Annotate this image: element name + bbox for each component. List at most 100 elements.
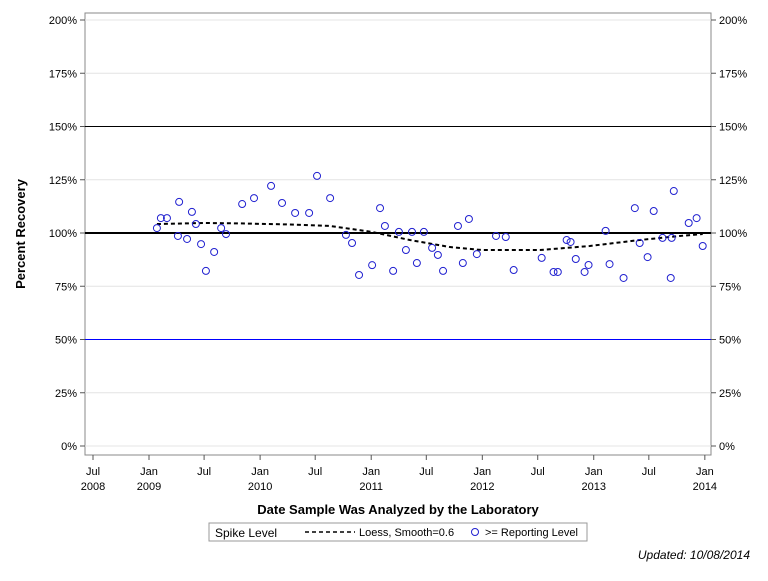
data-point bbox=[666, 273, 675, 282]
x-tick-year-label: 2014 bbox=[693, 481, 717, 493]
y-tick-label-right: 75% bbox=[719, 281, 741, 293]
legend: Spike Level Loess, Smooth=0.6 >= Reporti… bbox=[208, 522, 588, 542]
x-tick-label: Jul bbox=[86, 466, 100, 478]
data-point bbox=[464, 214, 473, 223]
data-point bbox=[509, 266, 518, 275]
x-tick-label: Jan bbox=[585, 466, 603, 478]
data-point bbox=[191, 220, 200, 229]
data-point bbox=[394, 227, 403, 236]
data-point bbox=[267, 181, 276, 190]
data-point bbox=[630, 204, 639, 213]
y-tick-label-right: 50% bbox=[719, 335, 741, 347]
data-point bbox=[566, 237, 575, 246]
data-point bbox=[643, 253, 652, 262]
y-axis-label: Percent Recovery bbox=[13, 178, 28, 289]
data-point bbox=[571, 254, 580, 263]
data-point bbox=[605, 260, 614, 269]
x-tick-year-label: 2009 bbox=[137, 481, 161, 493]
x-tick-label: Jan bbox=[362, 466, 380, 478]
legend-point-swatch bbox=[471, 528, 479, 536]
data-point bbox=[472, 250, 481, 259]
x-tick-label: Jul bbox=[531, 466, 545, 478]
x-tick-year-label: 2008 bbox=[81, 481, 105, 493]
y-tick-label-left: 200% bbox=[49, 15, 77, 27]
data-point bbox=[501, 233, 510, 242]
data-point bbox=[698, 241, 707, 250]
data-point bbox=[341, 230, 350, 239]
data-point bbox=[348, 239, 357, 248]
x-tick-label: Jul bbox=[642, 466, 656, 478]
data-point bbox=[201, 266, 210, 275]
x-tick-label: Jul bbox=[419, 466, 433, 478]
y-tick-label-left: 150% bbox=[49, 122, 77, 134]
data-point bbox=[305, 208, 314, 217]
data-point bbox=[175, 197, 184, 206]
data-point bbox=[197, 240, 206, 249]
legend-point-label: >= Reporting Level bbox=[485, 527, 578, 539]
loess-line bbox=[156, 221, 703, 252]
legend-title: Spike Level bbox=[215, 526, 277, 540]
x-tick-year-label: 2011 bbox=[359, 481, 383, 493]
y-tick-label-right: 125% bbox=[719, 175, 747, 187]
y-tick-label-left: 125% bbox=[49, 175, 77, 187]
data-point bbox=[580, 267, 589, 276]
data-point bbox=[291, 208, 300, 217]
y-tick-label-right: 25% bbox=[719, 388, 741, 400]
x-axis-label: Date Sample Was Analyzed by the Laborato… bbox=[257, 502, 539, 517]
data-point bbox=[210, 247, 219, 256]
data-point bbox=[667, 233, 676, 242]
y-tick-label-right: 100% bbox=[719, 228, 747, 240]
x-tick-label: Jan bbox=[696, 466, 714, 478]
data-point bbox=[649, 207, 658, 216]
data-point bbox=[428, 243, 437, 252]
data-point bbox=[389, 266, 398, 275]
x-tick-label: Jan bbox=[251, 466, 269, 478]
y-tick-label-left: 175% bbox=[49, 68, 77, 80]
data-point bbox=[368, 261, 377, 270]
data-point bbox=[562, 236, 571, 245]
x-tick-label: Jan bbox=[140, 466, 158, 478]
data-point bbox=[439, 266, 448, 275]
data-point bbox=[156, 214, 165, 223]
data-point bbox=[217, 224, 226, 233]
x-tick-year-label: 2012 bbox=[470, 481, 494, 493]
data-point bbox=[355, 270, 364, 279]
y-tick-label-left: 25% bbox=[55, 388, 77, 400]
y-tick-label-right: 0% bbox=[719, 441, 735, 453]
updated-footnote: Updated: 10/08/2014 bbox=[637, 548, 750, 562]
data-point bbox=[162, 214, 171, 223]
data-point bbox=[458, 259, 467, 268]
y-tick-label-left: 100% bbox=[49, 228, 77, 240]
y-tick-label-right: 200% bbox=[719, 15, 747, 27]
data-point bbox=[635, 239, 644, 248]
data-point bbox=[433, 250, 442, 259]
y-tick-label-left: 0% bbox=[61, 441, 77, 453]
data-point bbox=[250, 194, 259, 203]
x-tick-label: Jan bbox=[473, 466, 491, 478]
data-point bbox=[238, 200, 247, 209]
y-tick-label-right: 175% bbox=[719, 68, 747, 80]
data-point bbox=[537, 253, 546, 262]
data-point bbox=[278, 198, 287, 207]
data-point bbox=[684, 218, 693, 227]
x-tick-year-label: 2010 bbox=[248, 481, 272, 493]
data-point bbox=[376, 204, 385, 213]
data-point bbox=[492, 231, 501, 240]
data-point bbox=[408, 227, 417, 236]
data-point bbox=[313, 171, 322, 180]
data-point bbox=[601, 226, 610, 235]
x-tick-label: Jul bbox=[197, 466, 211, 478]
data-point bbox=[326, 194, 335, 203]
legend-loess-label: Loess, Smooth=0.6 bbox=[359, 527, 454, 539]
data-point bbox=[222, 230, 231, 239]
x-tick-year-label: 2013 bbox=[581, 481, 605, 493]
y-tick-label-left: 75% bbox=[55, 281, 77, 293]
y-tick-label-right: 150% bbox=[719, 122, 747, 134]
data-point bbox=[669, 187, 678, 196]
data-point bbox=[183, 234, 192, 243]
data-point bbox=[619, 273, 628, 282]
x-tick-label: Jul bbox=[308, 466, 322, 478]
data-point bbox=[584, 260, 593, 269]
data-point bbox=[453, 221, 462, 230]
